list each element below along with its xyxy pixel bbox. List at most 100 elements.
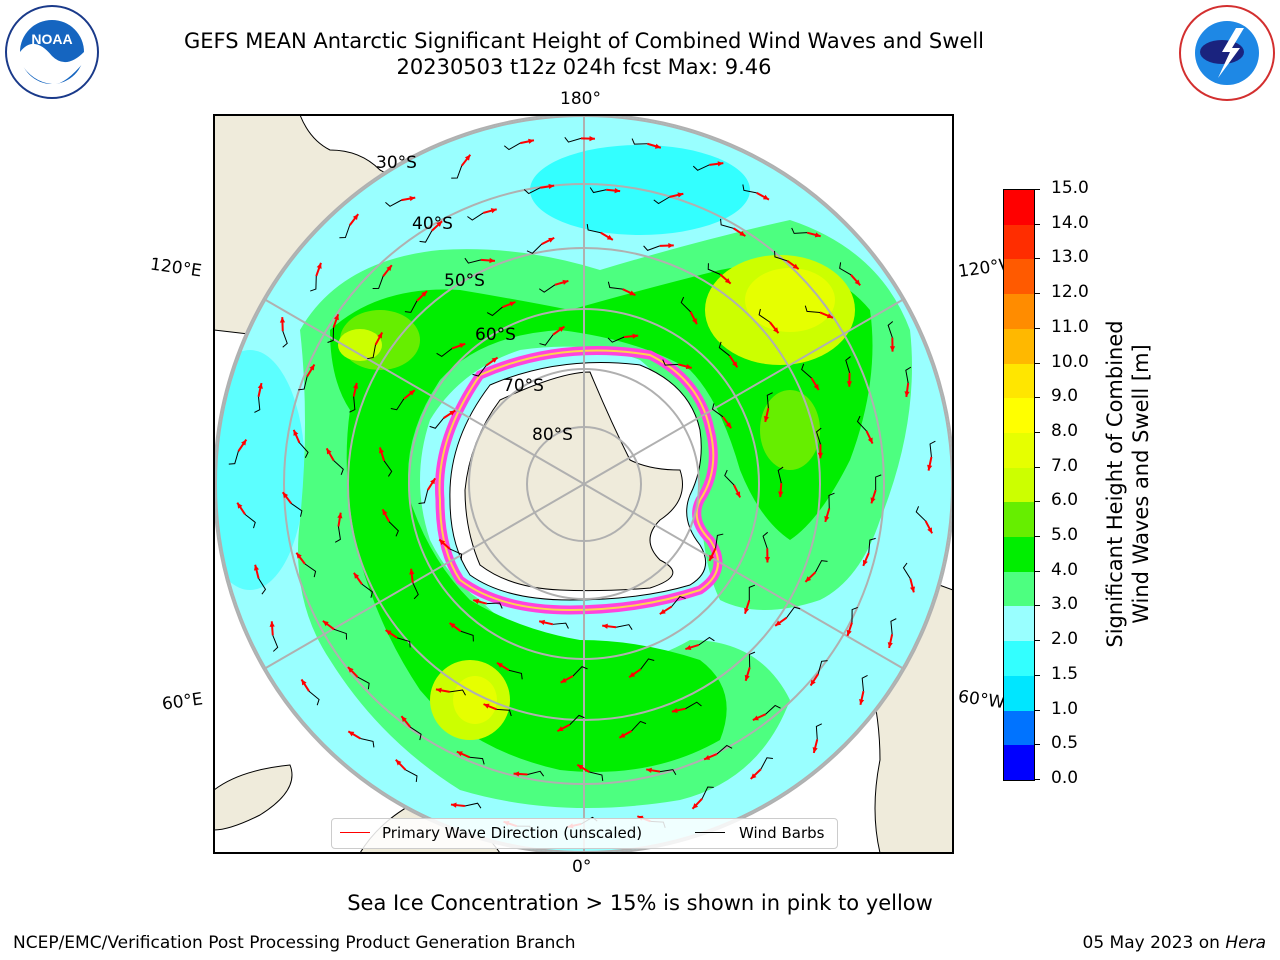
wind-barb [467, 212, 484, 221]
wind-barb [244, 513, 256, 529]
wave-arrow-head [562, 279, 569, 285]
colorbar-tick-mark [1034, 397, 1040, 399]
wave-arrow-head [744, 674, 750, 681]
wind-barb [258, 578, 267, 595]
wave-arrow-head [509, 301, 516, 307]
wind-barb [527, 770, 545, 777]
wind-barb [327, 327, 335, 343]
wave-arrow-head [629, 290, 636, 296]
wind-barb [748, 584, 756, 601]
wave-arrow-head [337, 512, 343, 519]
wind-barb [815, 723, 823, 740]
wave-arrow-head [293, 429, 299, 436]
wave-arrow-head [750, 773, 757, 779]
footer-date-text: 05 May 2023 on [1082, 933, 1226, 953]
wave-arrow-head [435, 687, 442, 693]
wind-barb [839, 262, 852, 276]
wave-arrow-head [377, 332, 383, 339]
wave-arrow-head [395, 759, 402, 766]
wind-barb [685, 701, 702, 710]
wind-barb [409, 726, 422, 741]
noaa-logo: NOAA [4, 4, 100, 100]
wind-barb [774, 250, 788, 262]
wave-arrow-head [654, 143, 661, 149]
wind-barb [856, 415, 867, 432]
colorbar-tick-mark [1034, 605, 1040, 607]
wind-barb [786, 606, 801, 618]
wave-arrow-head [459, 343, 466, 349]
wave-arrow-head [778, 491, 784, 498]
wave-arrow-head [735, 491, 741, 498]
wind-barb [304, 563, 317, 578]
wind-barb [716, 744, 733, 755]
wave-arrow-head [725, 422, 732, 429]
wind-barb [748, 651, 756, 668]
wave-arrow-head [316, 262, 322, 269]
colorbar-tick-label: 0.0 [1051, 768, 1079, 788]
wind-barb [436, 348, 453, 358]
colorbar-tick-mark [1034, 223, 1040, 225]
wind-barb [607, 281, 623, 290]
wind-barb [469, 756, 485, 765]
wind-barb [429, 417, 444, 429]
colorbar-tick-label: 4.0 [1051, 559, 1079, 580]
colorbar-label-line1: Significant Height of Combined [1103, 320, 1127, 648]
wave-arrow-head [752, 715, 759, 721]
wind-barb [791, 227, 808, 234]
chart-title: GEFS MEAN Antarctic Significant Height o… [183, 29, 985, 53]
colorbar-tick-label: 1.0 [1051, 698, 1079, 719]
colorbar-tick-mark [1034, 709, 1040, 711]
wave-arrow-head [409, 196, 416, 202]
colorbar-segment [1004, 710, 1034, 746]
nws-logo [1178, 4, 1276, 102]
wave-arrow-head [685, 645, 692, 651]
wind-barb [905, 366, 912, 384]
wave-arrow-head [862, 559, 868, 566]
wave-arrow-head [430, 478, 436, 485]
colorbar [1003, 189, 1035, 781]
wind-barb [631, 138, 648, 145]
wave-arrow-head [409, 568, 415, 575]
wind-barb [724, 469, 735, 486]
wave-arrow-head [732, 361, 738, 368]
chart-subtitle: 20230503 t12z 024h fcst Max: 9.46 [396, 55, 772, 79]
wave-arrow-head [792, 263, 799, 270]
wind-barb [607, 336, 625, 343]
colorbar-tick-label: 14.0 [1051, 212, 1089, 233]
wind-barb [552, 622, 569, 629]
wind-barb [405, 769, 418, 782]
colorbar-tick-mark [1034, 570, 1040, 572]
wave-arrow-head [539, 619, 546, 625]
wind-barb [333, 460, 344, 476]
wave-arrow-head [927, 464, 933, 471]
wave-arrow-head [763, 416, 769, 422]
wave-arrow-head [909, 586, 916, 593]
wind-barb [680, 296, 691, 313]
colorbar-segment [1004, 363, 1034, 399]
wave-arrow-head [257, 383, 263, 389]
wave-arrow-head [353, 382, 359, 389]
wave-arrow-head [386, 265, 392, 272]
wave-arrow-head [548, 237, 555, 243]
colorbar-tick-label: 13.0 [1051, 247, 1089, 268]
colorbar-segment [1004, 745, 1034, 780]
colorbar-tick-mark [1034, 744, 1040, 746]
wave-arrow-head [513, 771, 520, 777]
colorbar-tick-label: 5.0 [1051, 525, 1079, 546]
wind-barb [589, 187, 607, 194]
colorbar-segment [1004, 606, 1034, 642]
wave-arrow-head [764, 557, 770, 563]
colorbar-tick-label: 8.0 [1051, 420, 1079, 441]
lat-label-80s: 80°S [532, 425, 573, 445]
wave-arrow-head [385, 630, 392, 636]
wave-arrow-head [353, 572, 360, 579]
lat-label-30s: 30°S [376, 153, 417, 173]
wave-arrow-head [309, 364, 315, 371]
colorbar-tick-mark [1034, 501, 1040, 503]
wind-legend-line [695, 832, 725, 833]
wind-barb [333, 628, 348, 640]
colorbar-segment [1004, 432, 1034, 468]
wind-barb [762, 531, 769, 549]
colorbar-segment [1004, 190, 1034, 225]
wave-arrow-head [379, 447, 384, 454]
